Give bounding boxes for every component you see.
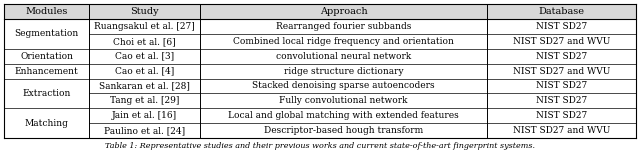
Bar (488, 108, 636, 123)
Bar (488, 49, 636, 64)
Bar (488, 4, 636, 19)
Bar (90, 19, 200, 34)
Text: Extraction: Extraction (22, 89, 71, 98)
Bar (4, 4, 90, 19)
Bar (4, 49, 90, 64)
Bar (90, 34, 200, 49)
Text: NIST SD27 and WVU: NIST SD27 and WVU (513, 126, 611, 135)
Text: Tang et al. [29]: Tang et al. [29] (110, 96, 179, 105)
Text: Enhancement: Enhancement (15, 67, 79, 76)
Text: Study: Study (131, 7, 159, 16)
Text: Choi et al. [6]: Choi et al. [6] (113, 37, 176, 46)
Text: NIST SD27: NIST SD27 (536, 22, 588, 31)
Text: Combined local ridge frequency and orientation: Combined local ridge frequency and orien… (233, 37, 454, 46)
Bar (200, 64, 488, 79)
Text: Database: Database (539, 7, 585, 16)
Text: Fully convolutional network: Fully convolutional network (280, 96, 408, 105)
Bar (90, 49, 200, 64)
Bar (90, 64, 200, 79)
Text: Cao et al. [4]: Cao et al. [4] (115, 67, 174, 76)
Text: Orientation: Orientation (20, 52, 73, 61)
Text: Modules: Modules (26, 7, 68, 16)
Text: Segmentation: Segmentation (15, 29, 79, 38)
Text: Descriptor-based hough transform: Descriptor-based hough transform (264, 126, 423, 135)
Bar (200, 108, 488, 123)
Bar (200, 49, 488, 64)
Bar (200, 93, 488, 108)
Bar (90, 4, 200, 19)
Text: Local and global matching with extended features: Local and global matching with extended … (228, 111, 459, 120)
Text: NIST SD27: NIST SD27 (536, 52, 588, 61)
Text: NIST SD27 and WVU: NIST SD27 and WVU (513, 67, 611, 76)
Bar (488, 19, 636, 34)
Text: Cao et al. [3]: Cao et al. [3] (115, 52, 174, 61)
Text: NIST SD27: NIST SD27 (536, 111, 588, 120)
Text: Jain et al. [16]: Jain et al. [16] (112, 111, 177, 120)
Bar (200, 79, 488, 93)
Bar (200, 34, 488, 49)
Text: Ruangsakul et al. [27]: Ruangsakul et al. [27] (94, 22, 195, 31)
Bar (488, 123, 636, 138)
Text: Sankaran et al. [28]: Sankaran et al. [28] (99, 81, 190, 90)
Bar (90, 93, 200, 108)
Bar (488, 93, 636, 108)
Bar (200, 4, 488, 19)
Text: NIST SD27: NIST SD27 (536, 81, 588, 90)
Bar (90, 108, 200, 123)
Bar (200, 19, 488, 34)
Bar (488, 64, 636, 79)
Bar (488, 79, 636, 93)
Text: Matching: Matching (25, 119, 68, 128)
Text: NIST SD27 and WVU: NIST SD27 and WVU (513, 37, 611, 46)
Bar (90, 123, 200, 138)
Text: ridge structure dictionary: ridge structure dictionary (284, 67, 403, 76)
Bar (200, 123, 488, 138)
Bar (4, 19, 90, 49)
Text: Approach: Approach (320, 7, 367, 16)
Bar (4, 79, 90, 108)
Bar (488, 34, 636, 49)
Text: convolutional neural network: convolutional neural network (276, 52, 412, 61)
Bar (4, 64, 90, 79)
Text: Rearranged fourier subbands: Rearranged fourier subbands (276, 22, 412, 31)
Text: Paulino et al. [24]: Paulino et al. [24] (104, 126, 185, 135)
Bar (90, 79, 200, 93)
Text: Stacked denoising sparse autoencoders: Stacked denoising sparse autoencoders (252, 81, 435, 90)
Text: Table 1: Representative studies and their previous works and current state-of-th: Table 1: Representative studies and thei… (105, 142, 535, 150)
Text: NIST SD27: NIST SD27 (536, 96, 588, 105)
Bar (4, 108, 90, 138)
